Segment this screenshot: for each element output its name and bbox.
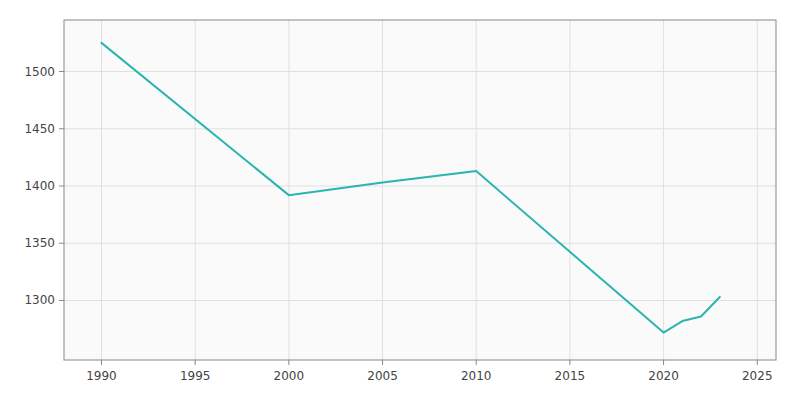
y-tick-label: 1500 (24, 65, 55, 79)
x-grid-line (476, 20, 477, 360)
x-grid-line (288, 20, 289, 360)
y-tick-label: 1350 (24, 236, 55, 250)
x-tick (476, 360, 477, 365)
x-grid-line (195, 20, 196, 360)
y-grid-line (64, 185, 776, 186)
x-grid-line (757, 20, 758, 360)
x-tick-label: 2000 (274, 369, 305, 383)
x-tick-label: 1990 (86, 369, 117, 383)
x-grid-line (663, 20, 664, 360)
x-tick-label: 2025 (742, 369, 773, 383)
data-line (101, 43, 719, 333)
plot-frame (64, 20, 776, 360)
grid (59, 20, 776, 365)
x-tick (195, 360, 196, 365)
chart-container: 1990 1995 2000 2005 2010 2015 2020 2025 1300 1350… (0, 0, 800, 400)
y-tick (59, 185, 64, 186)
tick-labels: 1990 1995 2000 2005 2010 2015 2020 2025 1300 1350… (24, 65, 772, 383)
y-grid-line (64, 71, 776, 72)
x-grid-line (382, 20, 383, 360)
y-tick-label: 1450 (24, 122, 55, 136)
y-tick-label: 1400 (24, 179, 55, 193)
x-tick (101, 360, 102, 365)
y-tick (59, 243, 64, 244)
y-tick (59, 128, 64, 129)
x-tick (382, 360, 383, 365)
x-tick-label: 1995 (180, 369, 211, 383)
y-grid-line (64, 300, 776, 301)
y-tick-label: 1300 (24, 293, 55, 307)
x-tick-label: 2015 (555, 369, 586, 383)
y-grid-line (64, 243, 776, 244)
plot-background (64, 20, 776, 360)
y-tick (59, 71, 64, 72)
chart: 1990 1995 2000 2005 2010 2015 2020 2025 1300 1350… (0, 0, 800, 400)
marks (101, 43, 719, 333)
x-tick-label: 2005 (367, 369, 398, 383)
x-tick (288, 360, 289, 365)
x-tick-label: 2010 (461, 369, 492, 383)
x-tick-label: 2020 (648, 369, 679, 383)
x-grid-line (101, 20, 102, 360)
y-tick (59, 300, 64, 301)
x-tick (663, 360, 664, 365)
x-grid-line (569, 20, 570, 360)
x-tick (569, 360, 570, 365)
y-grid-line (64, 128, 776, 129)
x-tick (757, 360, 758, 365)
